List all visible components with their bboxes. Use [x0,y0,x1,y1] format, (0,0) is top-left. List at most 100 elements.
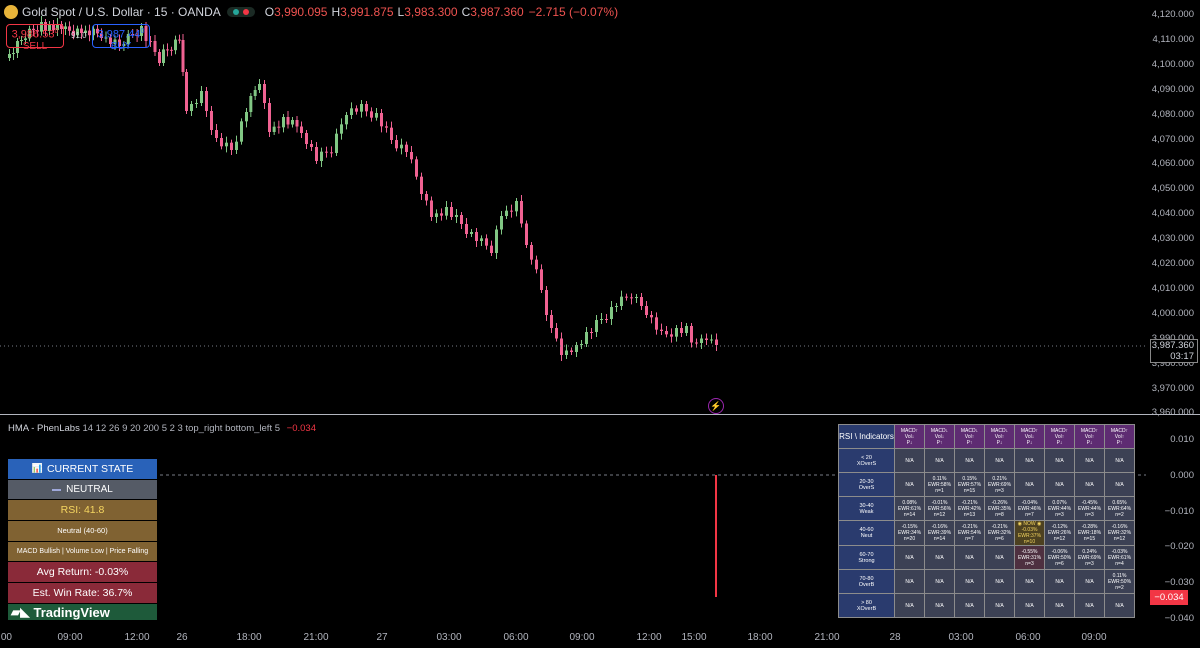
tradingview-logo[interactable]: ▰◣ TradingView [8,604,157,620]
matrix-cell-line: EWR:58% [927,481,952,488]
matrix-cell-line: N/A [935,602,944,609]
matrix-cell-line: 0.11% [932,475,947,482]
price-axis-label: 3,970.000 [1151,382,1194,394]
candle-body [36,30,39,32]
candle-body [435,213,438,217]
matrix-cell: N/A [1074,569,1105,594]
candle-body [505,210,508,216]
time-axis-label: 21:00 [814,632,840,643]
symbol-title[interactable]: Gold Spot / U.S. Dollar · 15 · OANDA [22,5,221,19]
market-status-indicator[interactable] [226,7,255,17]
candle-body [690,326,693,343]
matrix-row-header-line: Strong [858,557,875,564]
matrix-cell-line: N/A [935,578,944,585]
sell-button[interactable]: 3,986.530 SELL [6,24,64,52]
price-axis-label: 4,010.000 [1151,282,1194,294]
matrix-cell: -0.21% EWR:54% n=7 [954,520,985,546]
matrix-column-header: MACD↑ Vol↓ P↓ [894,424,925,449]
price-axis-label: 4,030.000 [1151,233,1194,245]
matrix-cell-line: ◉ NOW ◉ [1017,521,1042,528]
matrix-cell: 0.08% EWR:61% n=14 [894,496,925,521]
matrix-cell-line: N/A [1055,602,1064,609]
candle-body [166,49,169,51]
candle-body [215,130,218,138]
candle-body [650,315,653,318]
candle-body [525,223,528,245]
sell-price-pip: 0 [54,28,59,35]
price-axis-label: 3,990.000 [1138,333,1194,344]
indicator-legend[interactable]: HMA - PhenLabs 14 12 26 9 20 200 5 2 3 t… [8,423,316,434]
matrix-row-header-line: Neut [860,533,873,539]
candle-body [705,338,708,340]
matrix-column-header-line: P↓ [1026,439,1033,446]
candle-body [500,216,503,230]
matrix-cell-line: -0.01% [931,499,948,506]
candle-body [565,350,568,355]
matrix-row-header-line: XOverS [856,460,877,467]
candle-body [600,319,603,320]
matrix-cell-line: 0.24% [1082,548,1097,555]
buy-button[interactable]: 3,987.440 BUY [92,24,150,52]
matrix-cell-line: N/A [1025,481,1034,488]
candle-body [405,144,408,152]
candle-body [670,334,673,337]
matrix-cell: N/A [1104,472,1135,497]
candle-body [268,103,271,132]
candle-body [245,112,248,122]
time-axis-label: 26 [176,632,188,643]
matrix-cell: -0.28% EWR:18% n=15 [1074,520,1105,546]
matrix-cell: 0.11% EWR:50% n=2 [1104,569,1135,594]
candle-body [675,328,678,337]
candle-body [710,339,713,341]
candle-body [440,213,443,216]
matrix-cell: N/A [894,545,925,570]
candle-body [475,232,478,241]
current-state-panel: 📊 CURRENT STATE NEUTRAL RSI: 41.8 Neutra… [8,459,157,604]
matrix-cell-line: -0.28% [1081,524,1098,530]
candle-body [540,269,543,290]
matrix-cell-line: n=10 [1023,539,1036,545]
gold-symbol-icon [4,5,18,19]
matrix-cell-line: -0.03% [1111,548,1128,555]
candle-body [131,34,135,35]
candle-body [200,91,203,103]
matrix-column-header-line: Vol↑ [994,433,1005,440]
matrix-column-header-line: MACD↓ [960,427,979,434]
candle-body [560,338,563,355]
candle-body [40,22,43,32]
candle-body [555,328,558,339]
candle-body [162,49,165,63]
candle-body [149,41,152,42]
matrix-cell: N/A [1044,569,1075,594]
candle-body [610,307,613,319]
candlestick-series [8,16,718,361]
matrix-cell-line: EWR:54% [957,530,982,536]
symbol-header[interactable]: Gold Spot / U.S. Dollar · 15 · OANDA O 3,… [4,3,618,21]
candle-body [52,25,55,30]
price-axis-label: 4,090.000 [1151,83,1194,95]
candle-body [305,133,308,144]
matrix-cell-line: n=2 [1115,584,1124,591]
matrix-cell: N/A [924,569,955,594]
matrix-cell-line: EWR:50% [1107,578,1132,585]
candle-body [390,127,393,140]
candle-body [80,28,83,33]
matrix-cell-line: EWR:26% [1047,530,1072,536]
candle-body [340,124,343,134]
matrix-column-header-line: P↑ [966,439,973,446]
matrix-column-header-line: P↑ [1116,439,1123,446]
matrix-cell-line: n=3 [1085,511,1094,518]
indicator-axis-label: −0.030 [1164,577,1194,589]
candle-body [495,229,498,253]
matrix-cell-line: EWR:44% [1047,505,1072,512]
candle-body [530,245,533,260]
lightning-icon[interactable]: ⚡ [708,398,724,414]
matrix-cell-line: N/A [1085,457,1094,464]
price-axis-label: 4,070.000 [1151,133,1194,145]
candle-body [263,84,266,103]
matrix-row: 30-40 Weak 0.08% EWR:61% n=14 -0.01% EWR:56% n=… [838,496,1135,521]
time-axis-label: 03:00 [436,632,462,643]
matrix-cell-line: 0.65% [1112,499,1127,506]
time-axis-label: 21:00 [303,632,329,643]
